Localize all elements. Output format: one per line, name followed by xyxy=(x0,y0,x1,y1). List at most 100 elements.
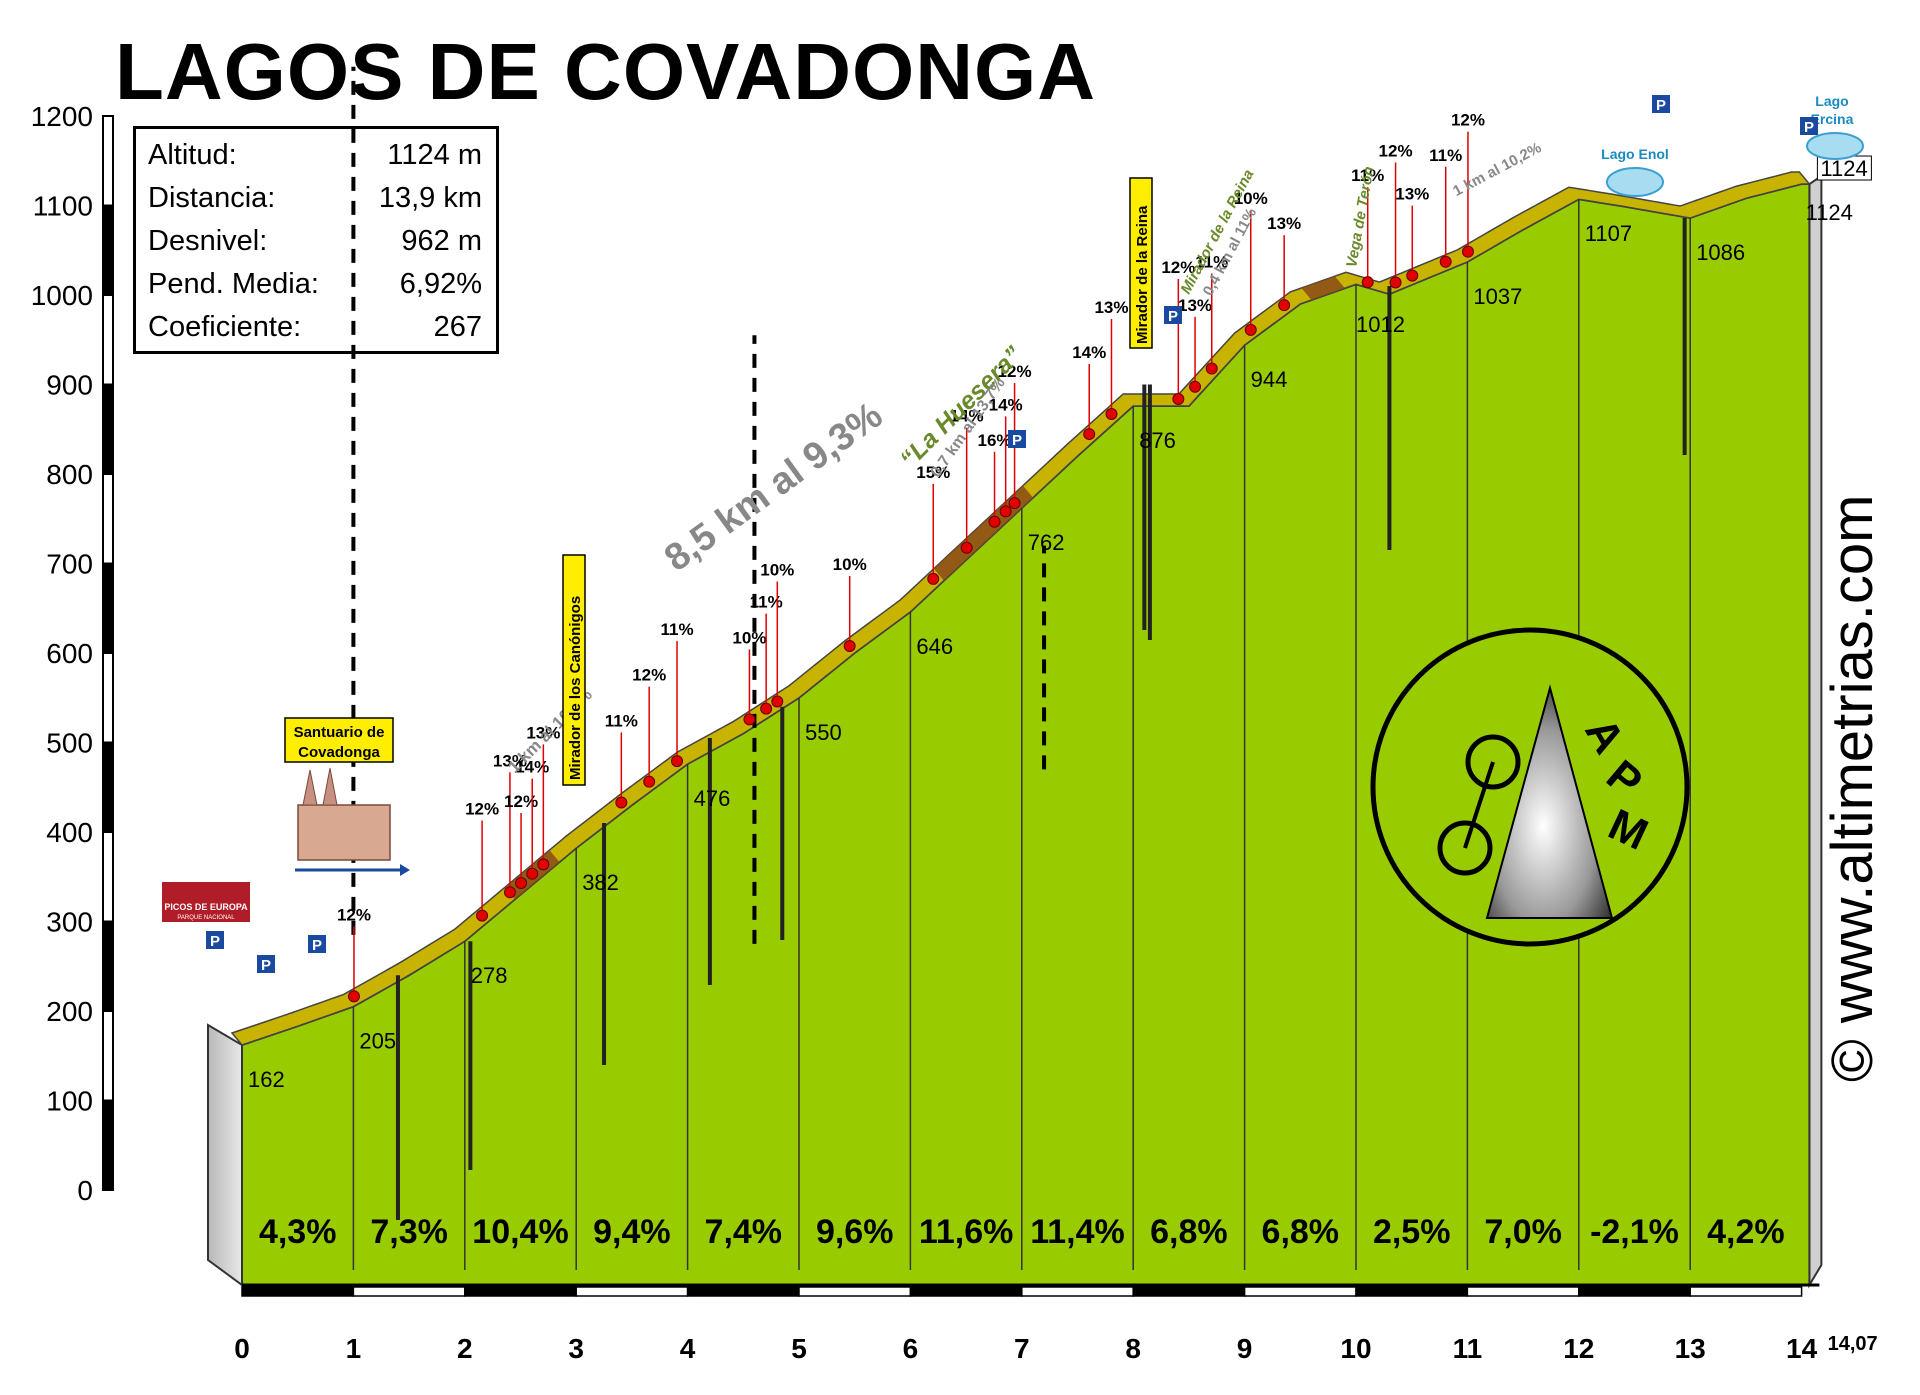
marker-dot xyxy=(1205,362,1218,375)
y-tick-label: 900 xyxy=(46,370,93,401)
y-axis-band xyxy=(102,383,114,475)
marker-pct-label: 12% xyxy=(1451,111,1485,130)
y-tick-label: 500 xyxy=(46,728,93,759)
x-axis-band xyxy=(686,1286,800,1297)
marker-dot xyxy=(743,713,756,726)
info-value: 13,9 km xyxy=(378,182,482,214)
gradient-label: 4,2% xyxy=(1707,1213,1785,1251)
park-logo: PICOS DE EUROPA PARQUE NACIONAL xyxy=(162,882,250,922)
place-reina: Mirador de la Reina xyxy=(1129,177,1153,349)
marker-dot xyxy=(1172,392,1185,405)
elevation-label: 944 xyxy=(1251,367,1288,392)
gradient-label: 4,3% xyxy=(259,1213,337,1251)
info-row: Pend. Media: 6,92% xyxy=(148,268,482,308)
lake-icon xyxy=(1606,167,1664,197)
gradient-label: 6,8% xyxy=(1150,1213,1228,1251)
y-tick-label: 1100 xyxy=(33,191,93,222)
marker-pct-label: 12% xyxy=(1161,258,1195,277)
info-value: 6,92% xyxy=(399,268,482,300)
elevation-label: 1086 xyxy=(1696,240,1745,265)
x-axis-band xyxy=(241,1286,355,1297)
basilica-tower-icon xyxy=(322,767,338,806)
x-tick-label: 0 xyxy=(234,1333,250,1364)
marker-pct-label: 14% xyxy=(950,407,984,426)
y-axis-band xyxy=(102,204,114,296)
y-tick-label: 1000 xyxy=(31,280,93,311)
steep-markers: 12%12%13%12%14%13%11%12%11% 10%11%10% 10%1… xyxy=(337,111,1485,1003)
marker-dot xyxy=(643,775,656,788)
x-tick-label: 14 xyxy=(1786,1333,1818,1364)
marker-pct-label: 10% xyxy=(833,555,867,574)
marker-dot xyxy=(1083,428,1096,441)
marker-dot xyxy=(503,886,516,899)
x-axis-band xyxy=(798,1286,912,1297)
arrowhead-icon xyxy=(400,864,410,876)
x-axis-band xyxy=(575,1286,689,1297)
place-label-box xyxy=(1129,177,1153,349)
marker-pct-label: 11% xyxy=(1351,166,1384,185)
info-row: Coeficiente: 267 xyxy=(148,311,482,351)
x-tick-label: 9 xyxy=(1237,1333,1253,1364)
x-axis-band xyxy=(464,1286,577,1297)
marker-pct-label: 15% xyxy=(916,463,950,482)
y-tick-label: 400 xyxy=(46,817,93,848)
x-axis-band xyxy=(909,1286,1023,1297)
bike-frame-icon xyxy=(1463,761,1495,849)
x-tick-label: 1 xyxy=(346,1333,362,1364)
mountain-icon xyxy=(1485,684,1614,919)
y-axis-band xyxy=(102,1099,114,1191)
x-axis-band xyxy=(352,1286,466,1297)
elevation-label: 1124 xyxy=(1806,200,1853,225)
info-value: 962 m xyxy=(401,225,482,257)
x-axis: 0 1 2 3 4 5 6 7 8 9 10 11 12 13 14 14,07 xyxy=(234,1283,1878,1364)
marker-dot xyxy=(1461,245,1474,258)
y-tick-label: 100 xyxy=(46,1086,93,1117)
marker-dot xyxy=(927,572,940,585)
info-row: Altitud: 1124 m xyxy=(148,139,482,179)
info-label: Coeficiente: xyxy=(148,311,302,343)
marker-dot xyxy=(537,858,550,871)
parking-icon-glyph: P xyxy=(1012,432,1022,449)
marker-pct-label: 12% xyxy=(337,905,371,924)
profile-ribbon xyxy=(230,171,1812,1046)
info-value: 1124 m xyxy=(387,139,482,171)
marker-pct-label: 13% xyxy=(1267,214,1301,233)
chart-title: LAGOS DE COVADONGA xyxy=(115,27,1097,116)
marker-dot xyxy=(1189,380,1202,393)
basilica-icon xyxy=(297,804,391,861)
marker-dot xyxy=(1389,276,1402,289)
marker-pct-label: 13% xyxy=(1094,298,1128,317)
gradient-label: 11,4% xyxy=(1030,1213,1125,1251)
parking-icon xyxy=(1008,430,1026,448)
marker-pct-label: 11% xyxy=(605,711,638,730)
gradient-label: 9,4% xyxy=(593,1213,671,1251)
marker-dot xyxy=(1439,255,1452,268)
marker-pct-label: 12% xyxy=(465,800,499,819)
elevation-label: 1037 xyxy=(1473,284,1522,309)
parking-icon xyxy=(308,935,326,953)
y-tick-label: 800 xyxy=(46,459,93,490)
elevation-labels: 162 205 278 382 476 550 646 762 876 944 1012 1037 11… xyxy=(248,155,1872,1092)
elevation-label: 1107 xyxy=(1585,221,1632,246)
elevation-label: 382 xyxy=(582,870,619,895)
elevation-label: 162 xyxy=(248,1067,285,1092)
place-label: Lago Enol xyxy=(1601,146,1669,162)
marker-dot xyxy=(1105,408,1118,421)
marker-dot xyxy=(526,867,539,880)
place-label-line: Santuario de xyxy=(294,724,385,741)
parking-icon xyxy=(206,931,224,949)
gradient-labels: 4,3% 7,3% 10,4% 9,4% 7,4% 9,6% 11,6% 11,4% 6,8% 6… xyxy=(259,1213,1785,1251)
x-axis-band xyxy=(1132,1286,1246,1297)
info-row: Desnivel: 962 m xyxy=(148,225,482,265)
y-axis-band xyxy=(102,115,114,207)
marker-dot xyxy=(960,541,973,554)
x-tick-label: 12 xyxy=(1563,1333,1594,1364)
y-axis-band xyxy=(102,741,114,833)
steep-section xyxy=(1301,276,1345,301)
place-santuario: Santuario de Covadonga xyxy=(284,717,410,876)
place-label: Lago xyxy=(1815,93,1848,109)
gradient-label: 10,4% xyxy=(472,1213,568,1251)
y-axis-band xyxy=(102,652,114,744)
marker-dot xyxy=(671,755,684,768)
